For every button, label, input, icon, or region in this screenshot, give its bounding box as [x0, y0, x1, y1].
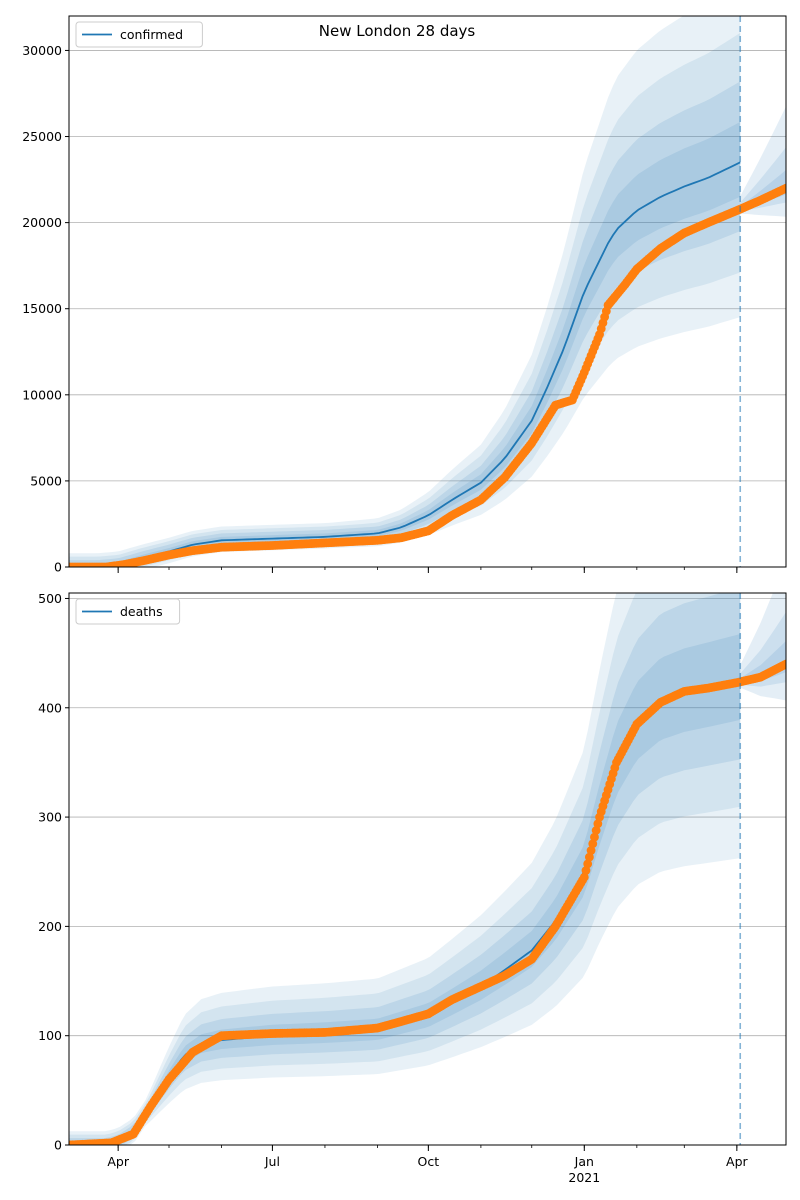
uncertainty-band	[69, 81, 741, 567]
uncertainty-band	[69, 593, 741, 1145]
observed-point	[591, 826, 601, 835]
y-tick-label: 400	[38, 700, 62, 715]
x-tick-label: Apr	[107, 1154, 129, 1169]
legend-label: confirmed	[120, 27, 183, 42]
confirmed-panel: 0 5000 10000 15000 20000 25000 30000 confirmed	[22, 15, 787, 575]
observed-point	[583, 859, 593, 869]
x-tick-label: Apr	[726, 1154, 748, 1169]
legend-box	[75, 21, 203, 48]
y-tick-label: 20000	[22, 215, 62, 230]
x-tick-label: Oct	[418, 1154, 440, 1169]
observed-point	[588, 839, 598, 849]
plot-area	[69, 16, 786, 567]
observed-point	[593, 819, 603, 829]
uncertainty-band	[69, 32, 741, 567]
y-tick-label: 30000	[22, 43, 62, 58]
observed-point	[579, 872, 589, 882]
observed-point	[781, 183, 786, 193]
y-tick-label: 500	[38, 591, 62, 606]
observed-point	[586, 846, 596, 855]
uncertainty-band	[69, 593, 741, 1145]
plot-area	[69, 593, 786, 1145]
y-tick-label: 5000	[30, 473, 62, 488]
legend-box	[75, 598, 181, 625]
y-tick-label: 200	[38, 919, 62, 934]
figure-title: New London 28 days	[319, 22, 476, 40]
observed-point	[781, 659, 786, 669]
uncertainty-band	[69, 633, 741, 1145]
legend: confirmed	[75, 21, 203, 48]
uncertainty-band	[69, 121, 741, 567]
x-year-label: 2021	[568, 1170, 600, 1185]
axes-frame	[68, 592, 787, 1146]
y-tick-label: 0	[54, 560, 62, 575]
x-tick-label: Jul	[264, 1154, 280, 1169]
y-tick-label: 300	[38, 810, 62, 825]
x-tick-label: Jan	[574, 1154, 594, 1169]
legend-label: deaths	[120, 604, 163, 619]
uncertainty-band	[69, 593, 741, 1145]
uncertainty-band	[69, 16, 741, 567]
y-tick-label: 25000	[22, 129, 62, 144]
y-tick-label: 15000	[22, 301, 62, 316]
y-tick-label: 10000	[22, 387, 62, 402]
confirmed-line	[69, 161, 741, 567]
y-tick-label: 0	[54, 1138, 62, 1153]
observed-point	[581, 866, 591, 875]
observed-point	[590, 832, 599, 842]
legend: deaths	[75, 598, 181, 625]
y-tick-label: 100	[38, 1028, 62, 1043]
observed-point	[584, 852, 594, 862]
axes-frame	[68, 15, 787, 568]
